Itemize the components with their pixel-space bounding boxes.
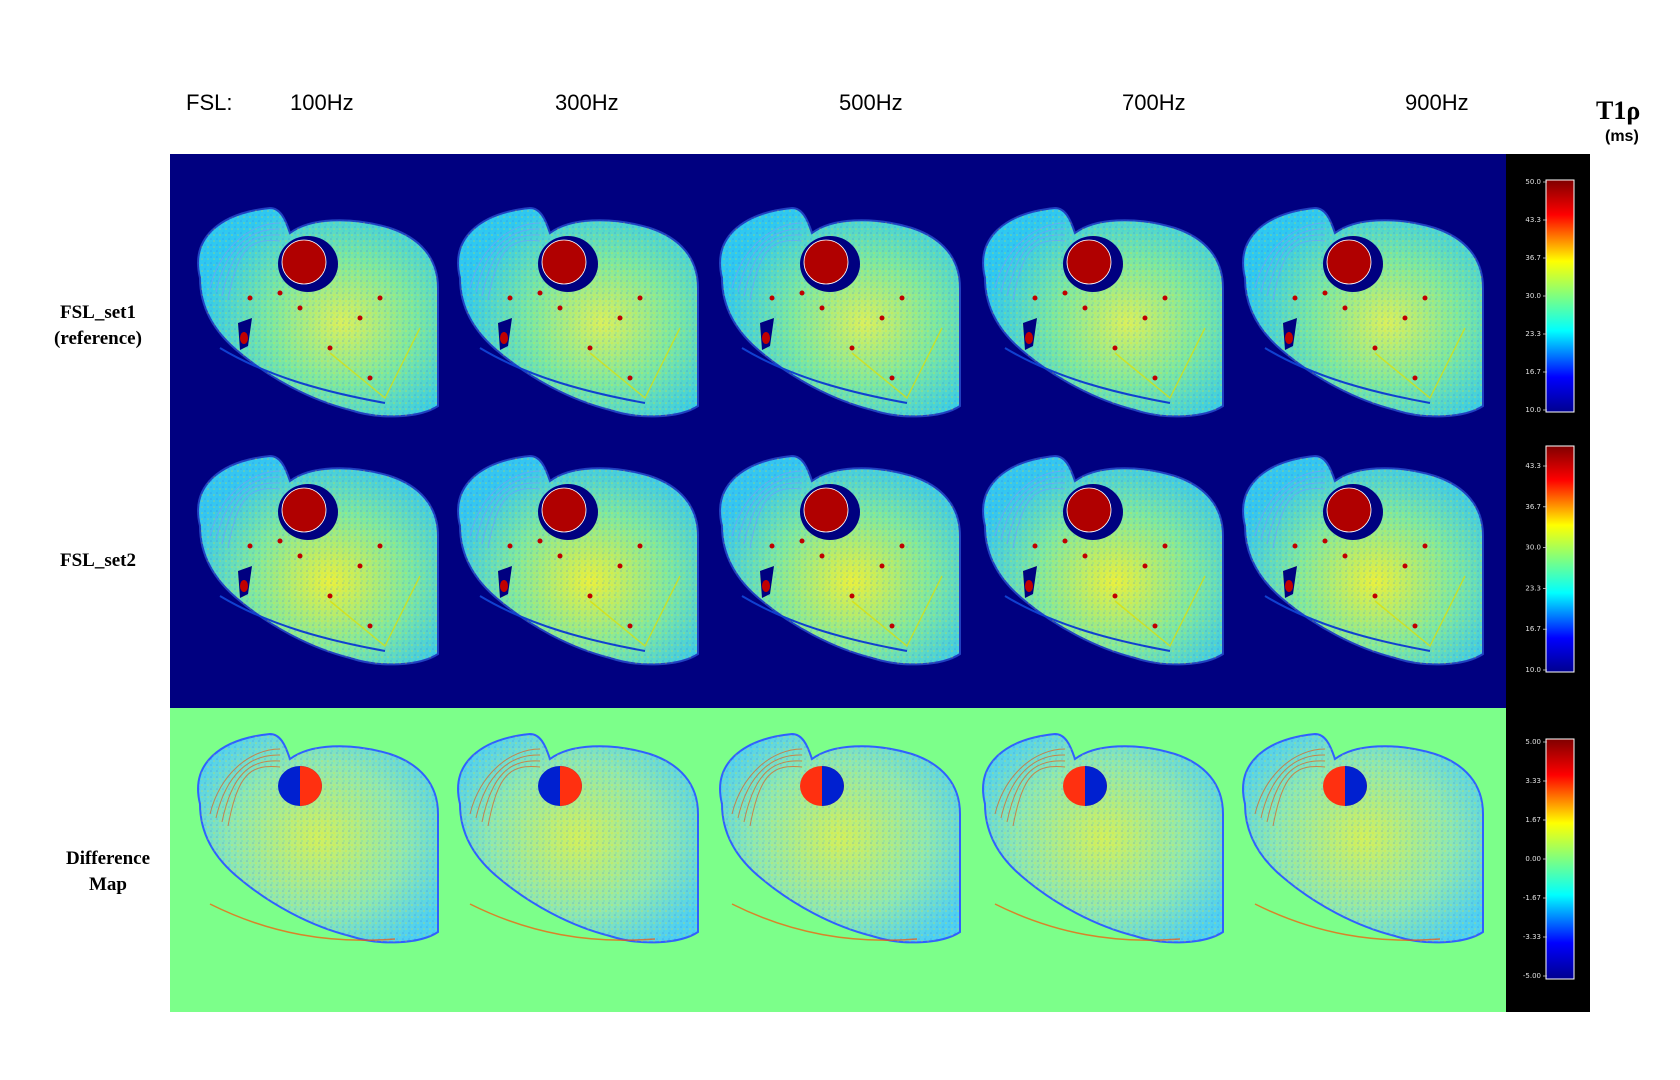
slice-r3-c3 (719, 732, 961, 944)
slice-r2-c2 (457, 454, 699, 666)
column-header-100hz: 100Hz (290, 90, 354, 115)
fsl-label: FSL: (186, 90, 233, 115)
colorbar-set2: 43.3 36.7 30.0 23.3 16.7 10.0 (1506, 430, 1590, 708)
ticks-set2-label: 30.0 (1525, 544, 1541, 552)
slice-r2-c4 (982, 454, 1224, 666)
row-label-diff-line1: Difference (65, 848, 151, 869)
ticks-set1-label: 10.0 (1525, 406, 1541, 414)
row-label-diff: Difference Map (38, 846, 178, 898)
row-label-set1: FSL_set1 (reference) (28, 300, 168, 352)
row-label-set2-text: FSL_set2 (60, 550, 136, 571)
leg-crosssection-image: 50.0 43.3 36.7 30.0 23.3 16.7 10.0 43.3 36.7 30.… (170, 154, 1590, 1012)
ticks-diff-label: 5.00 (1525, 738, 1541, 746)
column-header-500hz: 500Hz (839, 90, 903, 115)
slice-r1-c2 (457, 206, 699, 418)
ticks-set2-label: 23.3 (1525, 584, 1541, 592)
ticks-set2-label: 36.7 (1525, 503, 1541, 511)
colorbar-set1: 50.0 43.3 36.7 30.0 23.3 16.7 10.0 (1506, 154, 1590, 430)
ticks-set1-label: 30.0 (1525, 292, 1541, 300)
slice-r3-c2 (457, 732, 699, 944)
row-label-set2: FSL_set2 (28, 548, 168, 574)
row-label-diff-line2: Map (89, 874, 127, 895)
ticks-diff-label: -1.67 (1523, 894, 1541, 902)
ticks-diff-label: 0.00 (1525, 855, 1541, 863)
slice-r1-c1 (197, 206, 439, 418)
ticks-set2-label: 16.7 (1525, 625, 1541, 633)
slice-r1-c5 (1242, 206, 1484, 418)
slice-r2-c3 (719, 454, 961, 666)
ticks-diff-label: 3.33 (1525, 777, 1541, 785)
ticks-set1-label: 36.7 (1525, 254, 1541, 262)
colorbar-title: T1ρ (1596, 96, 1641, 125)
ticks-set1-label: 16.7 (1525, 368, 1541, 376)
colorbar-unit: (ms) (1605, 128, 1639, 145)
slice-r2-c5 (1242, 454, 1484, 666)
slice-r3-c1 (197, 732, 439, 944)
slice-r3-c4 (982, 732, 1224, 944)
ticks-set1-label: 43.3 (1525, 216, 1541, 224)
slice-r2-c1 (197, 454, 439, 666)
slice-r1-c4 (982, 206, 1224, 418)
ticks-diff-label: -3.33 (1523, 933, 1541, 941)
ticks-diff-label: 1.67 (1525, 816, 1541, 824)
ticks-diff-label: -5.00 (1523, 972, 1541, 980)
image-panel: 50.0 43.3 36.7 30.0 23.3 16.7 10.0 43.3 36.7 30.… (170, 154, 1590, 1012)
column-header-900hz: 900Hz (1405, 90, 1469, 115)
ticks-set2-label: 43.3 (1525, 462, 1541, 470)
column-header-300hz: 300Hz (555, 90, 619, 115)
row-label-set1-line1: FSL_set1 (60, 302, 136, 323)
slice-r1-c3 (719, 206, 961, 418)
row-label-set1-line2: (reference) (54, 328, 142, 349)
colorbar-diff: 5.00 3.33 1.67 0.00 -1.67 -3.33 -5.00 (1506, 708, 1590, 1012)
ticks-set1-label: 50.0 (1525, 178, 1541, 186)
slice-r3-c5 (1242, 732, 1484, 944)
column-header-700hz: 700Hz (1122, 90, 1186, 115)
ticks-set2-label: 10.0 (1525, 666, 1541, 674)
ticks-set1-label: 23.3 (1525, 330, 1541, 338)
